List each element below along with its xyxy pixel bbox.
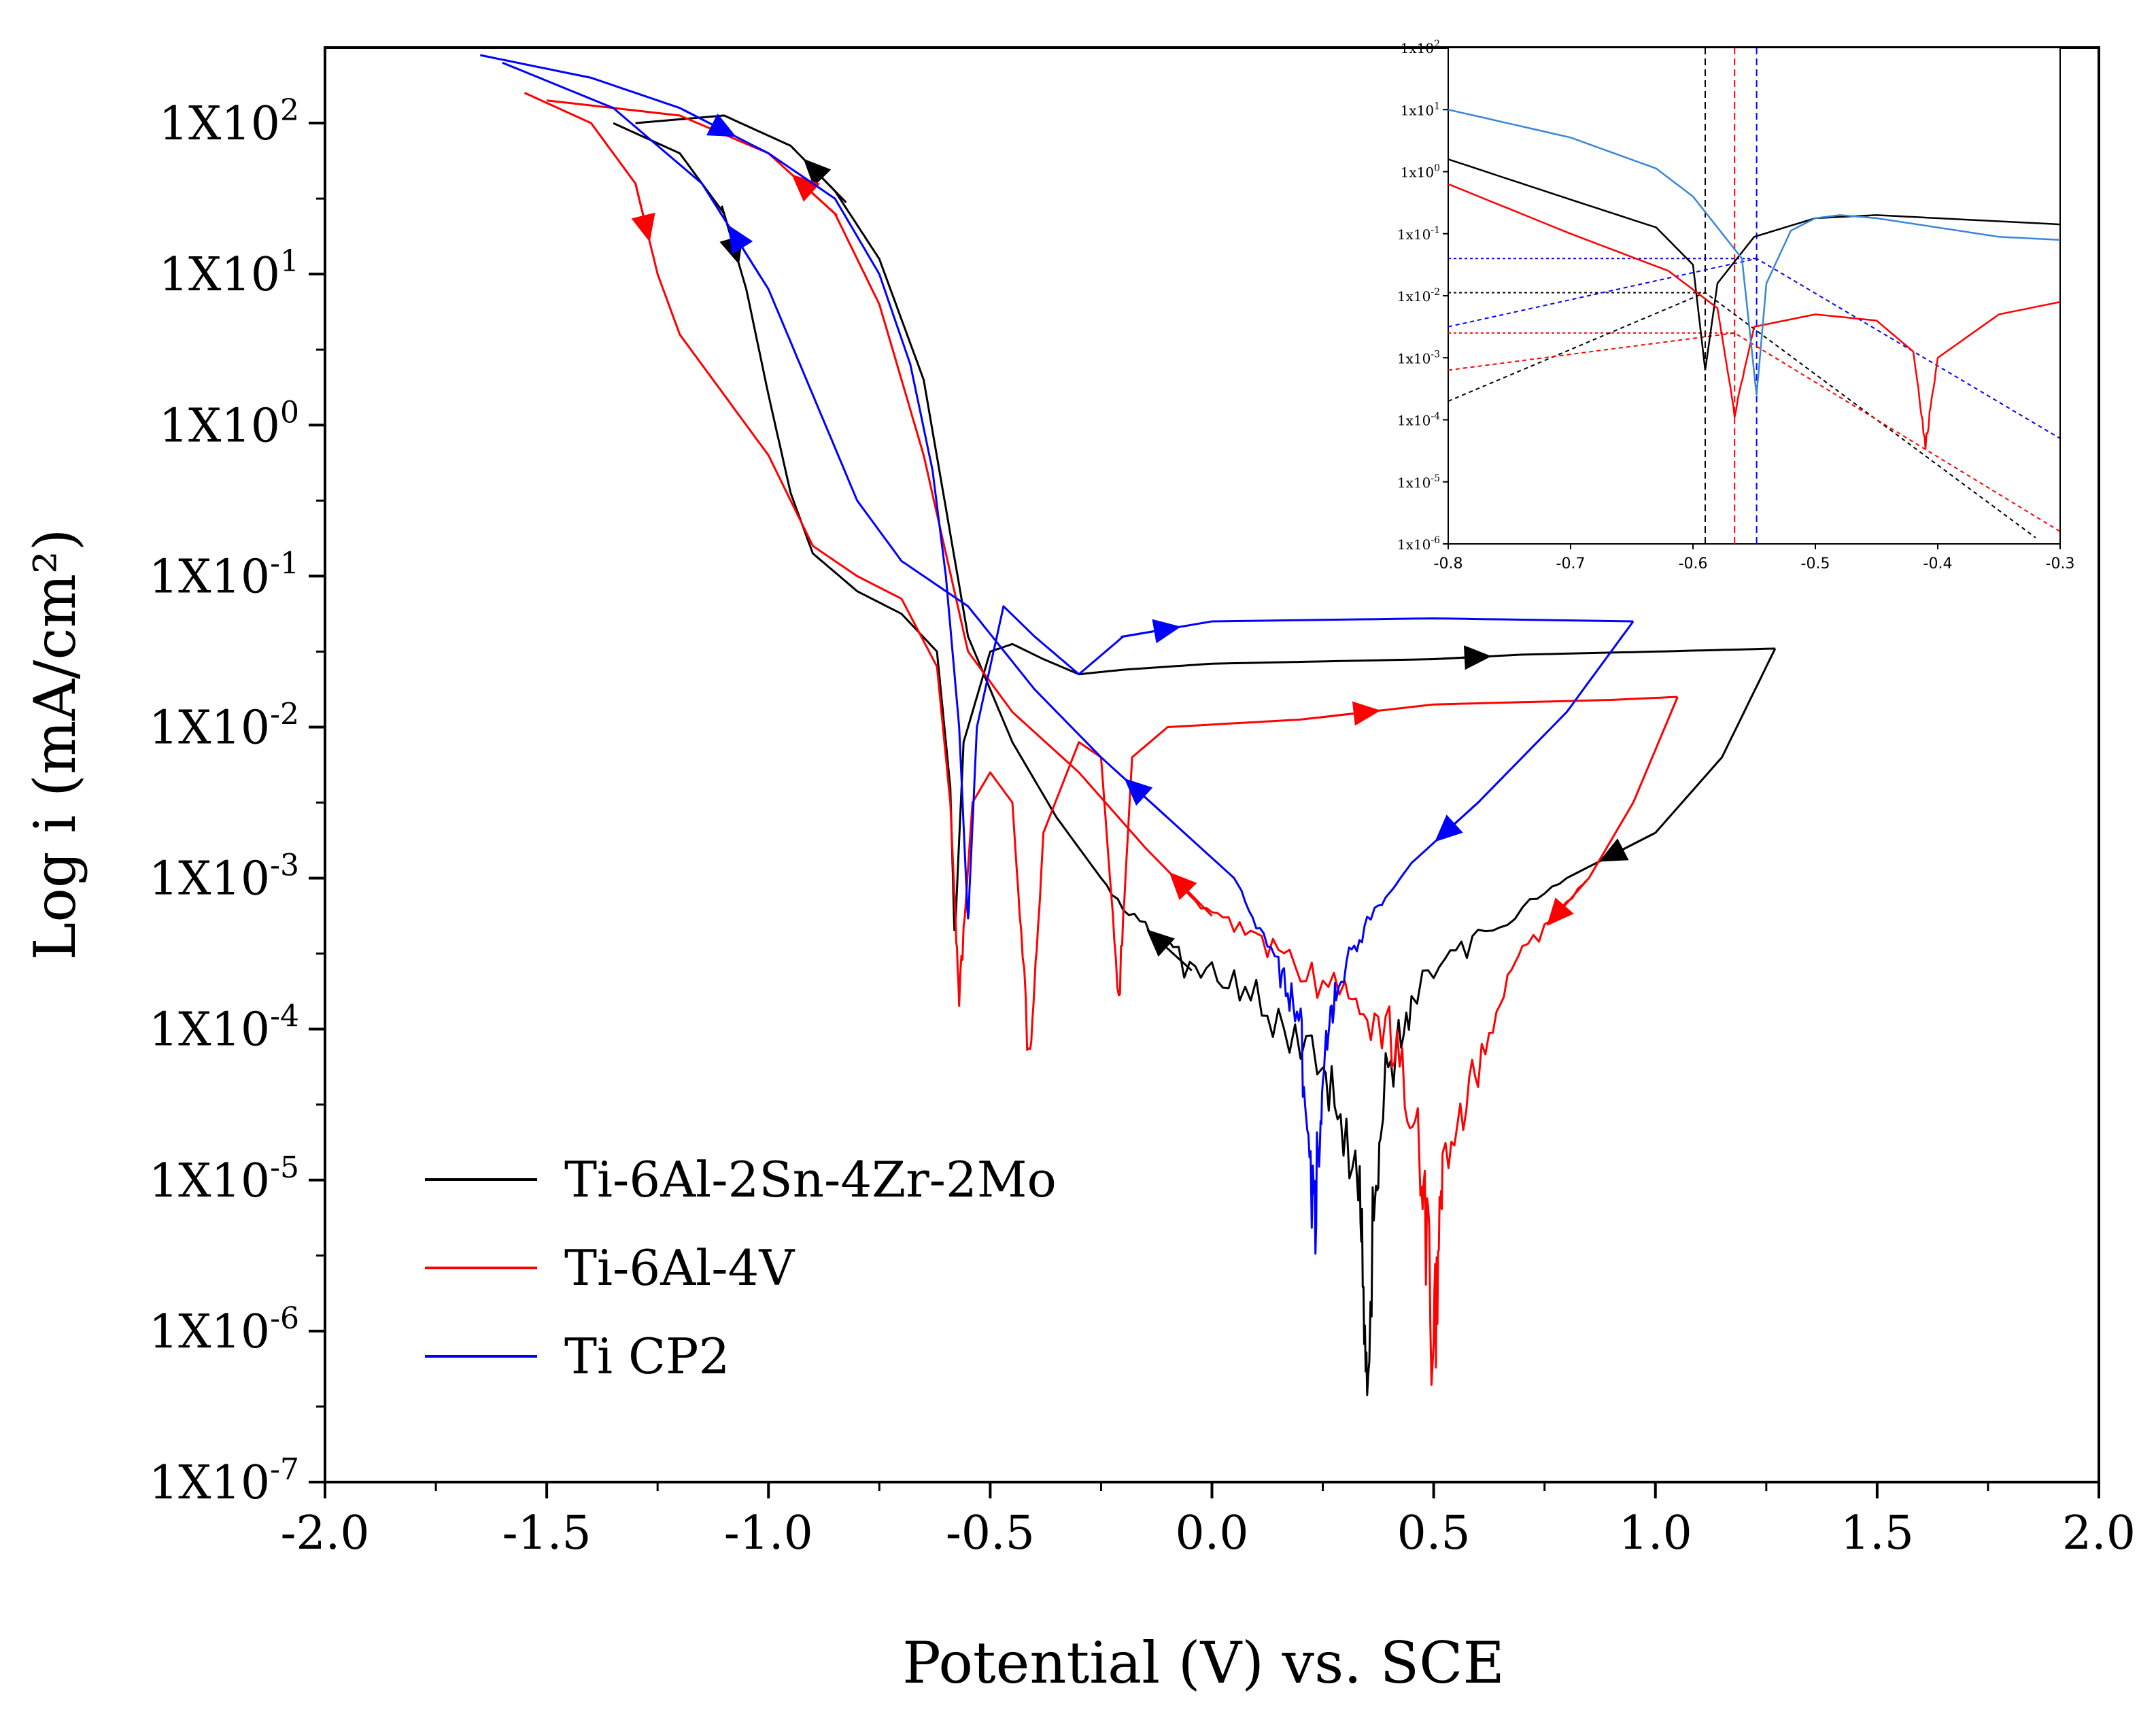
y-tick-label: 1X101 xyxy=(159,244,299,302)
series-line-forward xyxy=(613,122,1775,931)
direction-arrow-shaft xyxy=(821,177,847,203)
direction-arrow-head xyxy=(1435,814,1463,842)
direction-arrow-shaft xyxy=(741,247,762,277)
inset-x-tick-label: -0.6 xyxy=(1679,555,1708,572)
direction-arrow-head xyxy=(1146,929,1175,957)
series-ti-cp2 xyxy=(479,54,1635,1255)
direction-arrow-head xyxy=(1152,619,1181,644)
x-tick-label: 1.5 xyxy=(1841,1507,1914,1560)
x-tick-label: 2.0 xyxy=(2062,1507,2136,1560)
direction-arrow-shaft xyxy=(1144,795,1171,821)
y-tick-label: 1X10-3 xyxy=(149,848,299,906)
series-line-reverse xyxy=(502,61,1635,1255)
legend-label-ti-cp2: Ti CP2 xyxy=(564,1328,730,1385)
y-tick-label: 1X10-2 xyxy=(149,697,299,755)
inset-data xyxy=(1448,48,2060,544)
y-axis-label: Log i (mA/cm²) xyxy=(22,529,88,961)
direction-arrow-head xyxy=(791,174,821,202)
main-plot-area xyxy=(479,54,1777,1396)
inset-x-tick-label: -0.7 xyxy=(1556,555,1586,572)
x-tick-label: 0.0 xyxy=(1175,1507,1248,1560)
direction-arrow-head xyxy=(1598,838,1629,862)
y-tick-label: 1X10-5 xyxy=(149,1150,299,1208)
direction-arrow-head xyxy=(1124,778,1153,806)
x-tick-label: -2.0 xyxy=(280,1507,369,1560)
direction-arrow-shaft xyxy=(1564,879,1588,907)
inset-y-tick-label: 1x10-6 xyxy=(1397,535,1440,553)
y-tick-label: 1X100 xyxy=(159,395,299,453)
direction-arrow-head xyxy=(803,158,832,187)
inset-x-tick-label: -0.4 xyxy=(1923,555,1953,572)
inset-tafel-fit xyxy=(1448,292,2036,538)
direction-arrow-head xyxy=(1546,897,1574,927)
legend-label-ti-6al-4v: Ti-6Al-4V xyxy=(564,1239,795,1296)
inset-y-tick-label: 1x10-3 xyxy=(1397,349,1440,366)
direction-arrow-shaft xyxy=(634,182,645,216)
y-tick-label: 1X10-1 xyxy=(149,546,299,604)
inset-y-tick-label: 1x10-4 xyxy=(1397,411,1440,429)
inset-frame xyxy=(1448,47,2061,545)
x-tick-label: -0.5 xyxy=(946,1507,1035,1560)
y-tick-label: 1X102 xyxy=(159,93,299,151)
inset-x-tick-label: -0.3 xyxy=(2046,555,2075,572)
direction-arrow-shaft xyxy=(1165,946,1193,972)
direction-arrow-shaft xyxy=(1120,630,1154,638)
series-line-forward xyxy=(524,92,1678,1051)
inset-y-tick-label: 1x100 xyxy=(1401,163,1440,181)
inset-series-line xyxy=(1448,158,2060,371)
direction-arrow-shaft xyxy=(1430,656,1465,661)
inset-x-tick-label: -0.8 xyxy=(1434,555,1463,572)
y-tick-label: 1X10-6 xyxy=(149,1301,299,1359)
inset-series-line xyxy=(1448,109,2060,396)
inset-x-tick-label: -0.5 xyxy=(1801,555,1830,572)
legend-label-ti-6al-2sn-4zr-2mo: Ti-6Al-2Sn-4Zr-2Mo xyxy=(564,1151,1057,1208)
x-tick-label: 0.5 xyxy=(1397,1507,1471,1560)
inset-y-tick-label: 1x102 xyxy=(1401,39,1440,56)
direction-arrow-head xyxy=(1352,701,1381,726)
direction-arrow-shaft xyxy=(681,107,713,126)
x-tick-label: -1.5 xyxy=(502,1507,592,1560)
series-line-reverse xyxy=(635,114,1777,1396)
x-axis-label: Potential (V) vs. SCE xyxy=(902,1630,1505,1696)
inset-series-line xyxy=(1448,183,2060,450)
inset-plot: -0.8 -0.7 -0.6 -0.5 -0.4 -0.3 1x102 1x101 1x100 1… xyxy=(1397,39,2075,572)
inset-y-tick-label: 1x10-1 xyxy=(1397,225,1440,243)
x-tick-label: -1.0 xyxy=(724,1507,813,1560)
main-axes: -2.0 -1.5 -1.0 -0.5 0.0 0.5 1.0 1.5 2.0 1X102 1X10… xyxy=(149,46,2136,1560)
legend: Ti-6Al-2Sn-4Zr-2Mo Ti-6Al-4V Ti CP2 xyxy=(425,1151,1057,1385)
direction-arrow-shaft xyxy=(1187,891,1213,917)
direction-arrow-head xyxy=(706,114,736,137)
direction-arrow-shaft xyxy=(1320,712,1354,719)
direction-arrow-shaft xyxy=(1622,833,1654,851)
inset-y-tick-label: 1x10-5 xyxy=(1397,473,1440,491)
direction-arrow-head xyxy=(631,212,655,242)
direction-arrow-head xyxy=(728,224,753,255)
direction-arrow-shaft xyxy=(1454,800,1481,825)
series-ti-6al-4v xyxy=(524,92,1679,1386)
direction-arrow-head xyxy=(1169,872,1197,900)
inset-tafel-fit xyxy=(1448,258,2060,439)
inset-y-tick-label: 1x101 xyxy=(1401,101,1440,118)
y-tick-label: 1X10-4 xyxy=(149,999,299,1057)
x-tick-label: 1.0 xyxy=(1619,1507,1692,1560)
y-tick-label: 1X10-7 xyxy=(149,1452,299,1510)
direction-arrow-head xyxy=(1464,645,1492,670)
inset-y-tick-label: 1x10-2 xyxy=(1397,287,1440,305)
series-ti-6al-2sn-4zr-2mo xyxy=(613,114,1777,1396)
series-line-reverse xyxy=(546,99,1679,1386)
direction-arrow-shaft xyxy=(810,192,838,217)
